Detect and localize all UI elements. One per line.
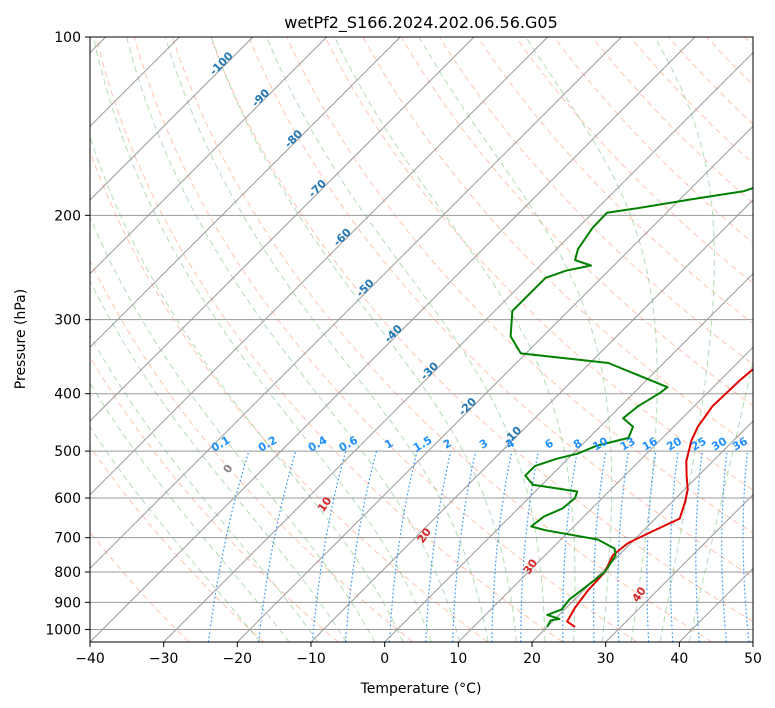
isotherm: [90, 37, 401, 349]
y-tick-label: 400: [54, 387, 81, 403]
isotherm: [90, 37, 254, 201]
y-tick-label: 300: [54, 313, 81, 329]
x-tick-label: 20: [523, 651, 541, 667]
isotherm: [90, 37, 622, 570]
moist-adiabat: [126, 37, 461, 642]
moist-adiabat: [525, 37, 658, 642]
moist-adiabat: [334, 37, 576, 642]
y-tick-label: 200: [54, 208, 81, 224]
y-tick-label: 800: [54, 565, 81, 581]
x-tick-label: 30: [597, 651, 615, 667]
isotherm: [163, 51, 753, 642]
dry-adiabat: [324, 37, 753, 491]
dry-adiabat: [90, 356, 339, 642]
x-tick-label: 10: [449, 651, 467, 667]
dry-adiabat: [286, 37, 753, 534]
y-tick-label: 900: [54, 595, 81, 611]
y-tick-label: 600: [54, 491, 81, 507]
isotherm: [236, 125, 753, 642]
dry-adiabat: [171, 37, 712, 642]
dry-adiabat: [95, 37, 563, 642]
moist-adiabat: [90, 426, 261, 642]
y-tick-label: 500: [54, 444, 81, 460]
isotherm: [384, 272, 753, 642]
moist-adiabat: [210, 37, 517, 642]
x-tick-label: −40: [75, 651, 105, 667]
x-tick-label: 50: [744, 651, 762, 667]
x-tick-label: 0: [380, 651, 389, 667]
isotherm: [90, 37, 475, 422]
moist-adiabat: [90, 334, 319, 642]
x-tick-label: −10: [296, 651, 326, 667]
dry-adiabat: [210, 37, 753, 623]
moist-adiabat: [654, 37, 715, 642]
dry-adiabat: [90, 259, 414, 642]
isotherm: [90, 37, 328, 275]
moist-adiabat: [688, 358, 753, 642]
isotherm: [90, 37, 696, 642]
mixing-ratio-line: [425, 450, 452, 642]
moist-adiabat: [418, 37, 613, 642]
x-tick-label: 40: [670, 651, 688, 667]
plot-frame: [89, 36, 754, 643]
x-tick-label: −20: [223, 651, 253, 667]
y-tick-label: 700: [54, 531, 81, 547]
temperature-profile-line: [566, 367, 753, 628]
y-axis-label: Pressure (hPa): [13, 289, 29, 389]
mixing-ratio-line: [520, 450, 540, 642]
isotherm: [310, 199, 753, 642]
moist-adiabat: [90, 215, 376, 642]
chart-title: wetPf2_S166.2024.202.06.56.G05: [284, 13, 558, 33]
mixing-ratio-line: [344, 450, 378, 642]
moist-adiabat: [92, 37, 432, 642]
isotherm: [605, 493, 753, 642]
mixing-ratio-line: [452, 450, 477, 642]
dry-adiabat: [515, 37, 753, 284]
isotherm: [457, 346, 753, 642]
x-tick-label: −30: [149, 651, 179, 667]
dry-adiabat: [90, 445, 264, 642]
mixing-ratio-line: [388, 450, 418, 642]
y-tick-label: 1000: [45, 622, 81, 638]
dry-adiabat: [248, 37, 753, 578]
plot-area: -100-90-80-70-60-50-40-30-20-100.1 0.2 0.4…: [90, 37, 753, 642]
dewpoint-profile-line: [509, 187, 753, 628]
moist-adiabat: [90, 382, 290, 642]
mixing-ratio-line: [491, 450, 513, 642]
x-axis-label: Temperature (°C): [360, 681, 482, 697]
y-tick-label: 100: [54, 30, 81, 46]
isotherm: [90, 37, 549, 496]
moist-adiabat: [164, 37, 489, 642]
axes: −40 −30 −20 −10 0 10 20 30 40 50 100 200 300 400 500 60…: [45, 30, 762, 667]
moist-adiabat: [266, 37, 546, 642]
mixing-ratio-line: [311, 450, 347, 642]
moist-adiabat: [90, 135, 404, 642]
